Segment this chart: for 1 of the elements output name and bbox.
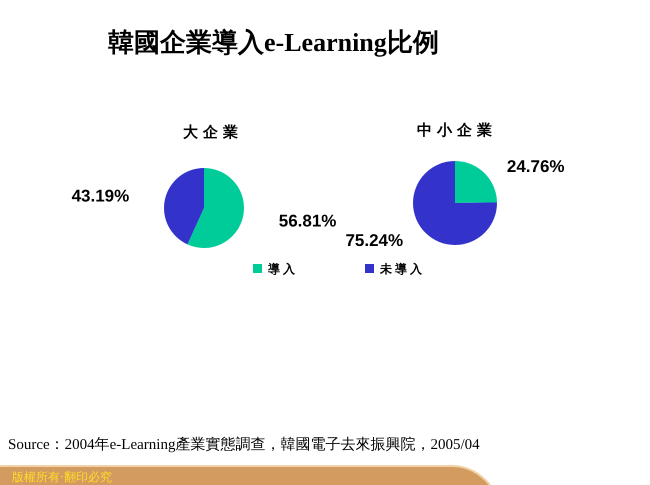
title: 韓國企業導入e-Learning比例 — [108, 28, 439, 57]
